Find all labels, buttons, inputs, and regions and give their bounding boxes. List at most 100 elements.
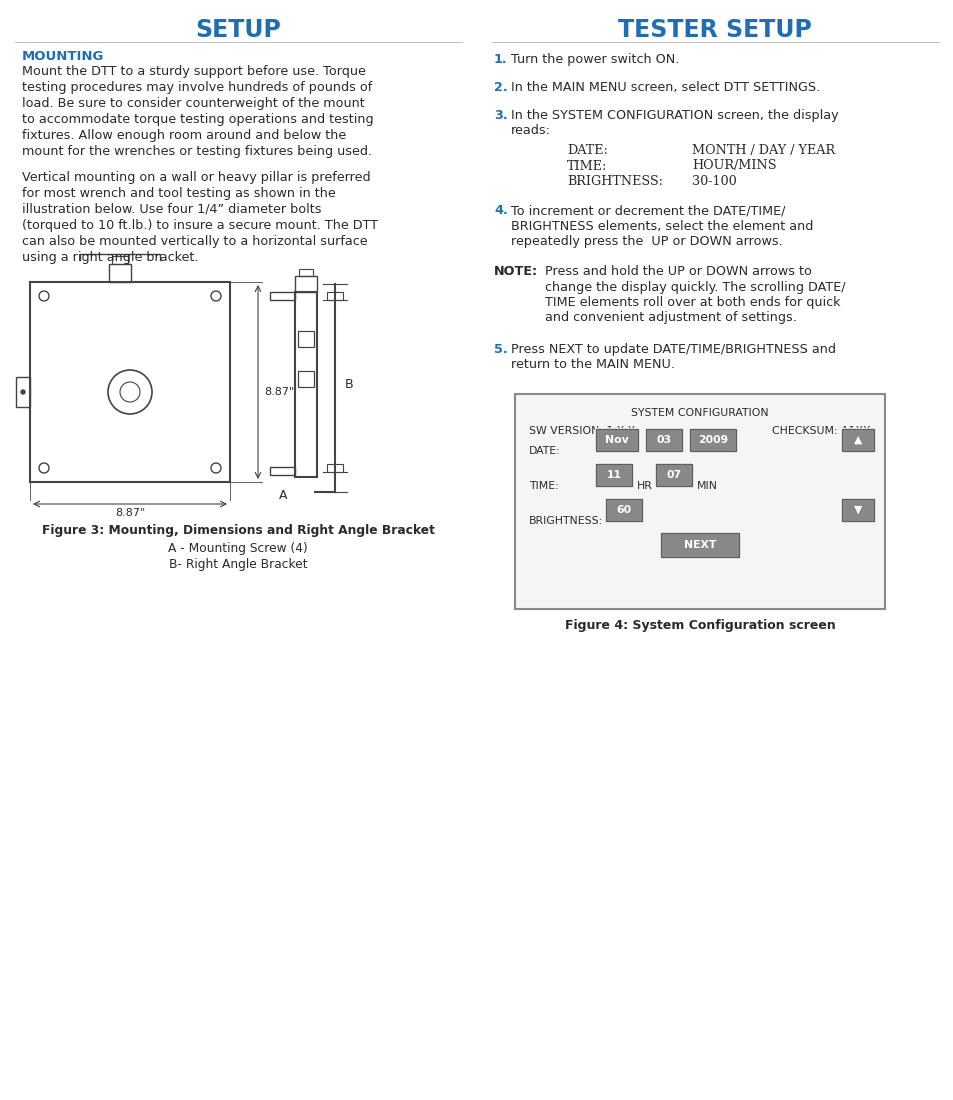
Bar xyxy=(30,282,230,482)
Bar xyxy=(645,429,681,451)
Text: HOUR/MINS: HOUR/MINS xyxy=(691,160,776,173)
Text: DATE:: DATE: xyxy=(566,144,607,157)
Bar xyxy=(595,428,639,452)
Bar xyxy=(656,464,691,486)
Text: DATE:: DATE: xyxy=(529,446,560,456)
Bar xyxy=(297,331,314,346)
Bar xyxy=(606,500,640,520)
Text: Figure 4: System Configuration screen: Figure 4: System Configuration screen xyxy=(564,619,835,632)
Text: TIME:: TIME: xyxy=(566,160,607,173)
Text: SYSTEM CONFIGURATION: SYSTEM CONFIGURATION xyxy=(631,408,768,418)
Bar xyxy=(689,429,735,451)
Bar xyxy=(660,534,739,557)
Bar xyxy=(595,463,633,487)
Text: B- Right Angle Bracket: B- Right Angle Bracket xyxy=(169,558,307,571)
Bar xyxy=(270,468,294,475)
Text: 30-100: 30-100 xyxy=(691,175,736,188)
Text: SETUP: SETUP xyxy=(194,18,280,42)
Bar xyxy=(596,464,631,486)
Bar xyxy=(294,292,316,477)
Text: 2.: 2. xyxy=(494,81,507,94)
Text: BRIGHTNESS elements, select the element and: BRIGHTNESS elements, select the element … xyxy=(511,220,813,233)
Text: to accommodate torque testing operations and testing: to accommodate torque testing operations… xyxy=(22,113,374,127)
Text: Press NEXT to update DATE/TIME/BRIGHTNESS and: Press NEXT to update DATE/TIME/BRIGHTNES… xyxy=(511,343,835,356)
Bar xyxy=(597,465,630,485)
Text: 07: 07 xyxy=(666,470,680,480)
Text: load. Be sure to consider counterweight of the mount: load. Be sure to consider counterweight … xyxy=(22,97,364,110)
Text: SW VERSION: 1.X.X: SW VERSION: 1.X.X xyxy=(529,426,635,436)
Bar xyxy=(842,500,872,520)
Text: (torqued to 10 ft.lb.) to insure a secure mount. The DTT: (torqued to 10 ft.lb.) to insure a secur… xyxy=(22,219,377,232)
Text: mount for the wrenches or testing fixtures being used.: mount for the wrenches or testing fixtur… xyxy=(22,145,372,158)
Text: A: A xyxy=(278,490,287,502)
Text: testing procedures may involve hundreds of pounds of: testing procedures may involve hundreds … xyxy=(22,81,372,94)
Text: In the MAIN MENU screen, select DTT SETTINGS.: In the MAIN MENU screen, select DTT SETT… xyxy=(511,81,820,94)
Text: reads:: reads: xyxy=(511,124,551,138)
Text: and convenient adjustment of settings.: and convenient adjustment of settings. xyxy=(544,311,796,324)
Bar xyxy=(515,394,884,609)
Text: Vertical mounting on a wall or heavy pillar is preferred: Vertical mounting on a wall or heavy pil… xyxy=(22,170,370,184)
Text: TIME:: TIME: xyxy=(529,481,558,491)
Bar xyxy=(327,464,343,472)
Text: 5.: 5. xyxy=(494,343,507,356)
Text: Mount the DTT to a sturdy support before use. Torque: Mount the DTT to a sturdy support before… xyxy=(22,65,366,78)
Bar xyxy=(841,428,874,452)
Text: ▲: ▲ xyxy=(853,434,862,446)
Text: 1.: 1. xyxy=(494,53,507,66)
Bar xyxy=(688,428,737,452)
Bar xyxy=(690,430,734,450)
Bar xyxy=(16,377,30,407)
Bar xyxy=(657,465,690,485)
Text: In the SYSTEM CONFIGURATION screen, the display: In the SYSTEM CONFIGURATION screen, the … xyxy=(511,109,838,122)
Text: 2009: 2009 xyxy=(698,434,727,446)
Text: MONTH / DAY / YEAR: MONTH / DAY / YEAR xyxy=(691,144,834,157)
Text: Nov: Nov xyxy=(604,434,628,446)
Text: TESTER SETUP: TESTER SETUP xyxy=(618,18,811,42)
Text: To increment or decrement the DATE/TIME/: To increment or decrement the DATE/TIME/ xyxy=(511,205,784,218)
Text: 8.87": 8.87" xyxy=(114,508,145,518)
Bar xyxy=(604,498,642,522)
Bar xyxy=(294,276,316,292)
Text: Figure 3: Mounting, Dimensions and Right Angle Bracket: Figure 3: Mounting, Dimensions and Right… xyxy=(42,524,434,537)
Text: ▼: ▼ xyxy=(853,505,862,515)
Text: TIME elements roll over at both ends for quick: TIME elements roll over at both ends for… xyxy=(544,296,840,309)
Bar xyxy=(841,499,873,521)
Bar xyxy=(661,534,738,556)
Bar xyxy=(655,463,692,487)
Text: repeatedly press the  UP or DOWN arrows.: repeatedly press the UP or DOWN arrows. xyxy=(511,235,781,249)
Bar xyxy=(298,270,313,276)
Text: Turn the power switch ON.: Turn the power switch ON. xyxy=(511,53,679,66)
Bar xyxy=(841,429,873,451)
Text: MIN: MIN xyxy=(697,481,718,491)
Text: return to the MAIN MENU.: return to the MAIN MENU. xyxy=(511,359,675,372)
Text: fixtures. Allow enough room around and below the: fixtures. Allow enough room around and b… xyxy=(22,129,346,142)
Text: NEXT: NEXT xyxy=(683,540,716,550)
Circle shape xyxy=(21,390,25,394)
Bar xyxy=(297,371,314,387)
Text: NOTE:: NOTE: xyxy=(494,265,537,278)
Text: Press and hold the UP or DOWN arrows to: Press and hold the UP or DOWN arrows to xyxy=(544,265,811,278)
Bar xyxy=(109,264,131,282)
Text: BRIGHTNESS:: BRIGHTNESS: xyxy=(529,516,602,526)
Text: illustration below. Use four 1/4” diameter bolts: illustration below. Use four 1/4” diamet… xyxy=(22,204,321,216)
Bar xyxy=(646,430,680,450)
Bar xyxy=(597,430,637,450)
Text: A - Mounting Screw (4): A - Mounting Screw (4) xyxy=(168,542,308,556)
Bar xyxy=(112,256,128,264)
Text: can also be mounted vertically to a horizontal surface: can also be mounted vertically to a hori… xyxy=(22,235,367,248)
Text: 11: 11 xyxy=(606,470,620,480)
Text: 3.: 3. xyxy=(494,109,507,122)
Bar xyxy=(270,292,294,300)
Bar xyxy=(327,292,343,300)
Text: HR: HR xyxy=(637,481,652,491)
Text: 03: 03 xyxy=(656,434,671,446)
Text: using a right angle bracket.: using a right angle bracket. xyxy=(22,251,198,264)
Bar xyxy=(596,429,638,451)
Bar xyxy=(842,430,872,450)
Text: CHECKSUM: A1XX: CHECKSUM: A1XX xyxy=(772,426,870,436)
Text: for most wrench and tool testing as shown in the: for most wrench and tool testing as show… xyxy=(22,187,335,200)
Text: 4.: 4. xyxy=(494,205,507,218)
Text: B: B xyxy=(345,378,354,390)
Text: BRIGHTNESS:: BRIGHTNESS: xyxy=(566,175,662,188)
Bar xyxy=(644,428,682,452)
